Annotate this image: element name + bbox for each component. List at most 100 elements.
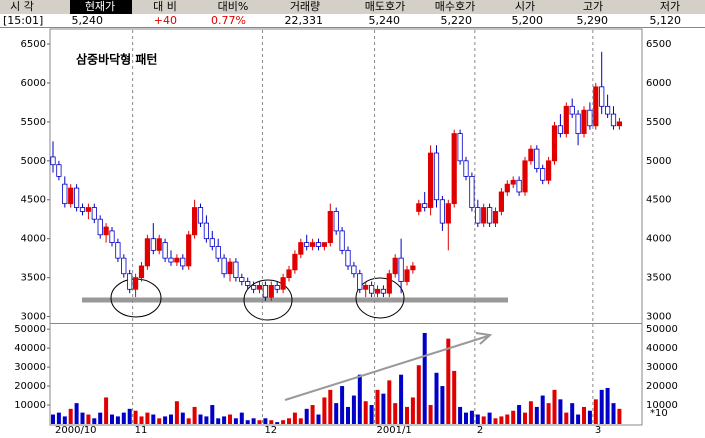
candle-body xyxy=(404,269,410,282)
volume-bar xyxy=(68,408,73,424)
volume-bar xyxy=(399,374,404,424)
y-tick-label-right: 3500 xyxy=(646,273,671,284)
volume-bar xyxy=(121,412,126,424)
y2-tick-label: 50000 xyxy=(14,324,46,335)
candle-body xyxy=(156,238,162,251)
volume-bar xyxy=(611,403,616,424)
volume-bar xyxy=(204,416,209,424)
candle-body xyxy=(327,211,333,243)
candle-body xyxy=(121,257,127,275)
y-tick-label: 4500 xyxy=(21,195,46,206)
volume-bar xyxy=(422,332,427,424)
y-tick-label-right: 6000 xyxy=(646,78,671,89)
candle-body xyxy=(380,288,387,294)
y2-tick-label-right: 20000 xyxy=(646,381,678,392)
y2-tick-label-right: 10000 xyxy=(646,400,678,411)
candle-body xyxy=(168,257,174,263)
y-tick-label-right: 3000 xyxy=(646,312,671,323)
quote-value: 5,200 xyxy=(512,14,544,27)
quote-label: 대 비 xyxy=(153,0,177,13)
volume-bar xyxy=(245,420,250,424)
volume-bar xyxy=(216,418,221,424)
candle-body xyxy=(309,242,316,247)
candle-body xyxy=(56,164,62,177)
candle-body xyxy=(386,273,392,294)
candle-body xyxy=(486,207,493,224)
x-tick-label: 3 xyxy=(595,425,601,434)
volume-bar xyxy=(428,405,433,424)
candle-body xyxy=(546,160,552,181)
volume-bar xyxy=(198,414,203,424)
x-tick-label: 2000/10 xyxy=(55,425,97,434)
volume-bar xyxy=(287,418,291,424)
volume-bar xyxy=(546,403,551,424)
bottom-circle xyxy=(243,279,293,321)
candle-body xyxy=(587,109,593,127)
volume-bar xyxy=(86,414,91,424)
volume-bar xyxy=(222,416,227,424)
candle-body xyxy=(528,148,534,162)
candle-body xyxy=(345,249,351,267)
quote-value: [15:01] xyxy=(3,14,43,27)
volume-bar xyxy=(251,418,256,424)
plot-frame xyxy=(49,28,643,426)
y-tick-label-right: 4500 xyxy=(646,195,671,206)
candle-body xyxy=(162,242,168,259)
candle-body xyxy=(510,179,516,185)
candle-body xyxy=(575,113,581,134)
volume-bar xyxy=(310,405,315,424)
volume-bar xyxy=(469,410,474,424)
candle-body xyxy=(569,105,575,115)
volume-bar xyxy=(381,393,386,424)
candle-body xyxy=(85,207,91,212)
candle-body xyxy=(304,242,310,247)
volume-bar xyxy=(363,401,368,424)
candle-body xyxy=(593,86,599,127)
volume-bar xyxy=(552,389,557,424)
volume-bar xyxy=(340,386,345,424)
candle-body xyxy=(256,285,263,290)
volume-bar xyxy=(558,399,563,424)
quote-value: +40 xyxy=(154,14,177,27)
candle-body xyxy=(150,238,156,251)
volume-bar xyxy=(233,418,238,424)
candle-body xyxy=(186,234,192,267)
quote-label: 매도호가 xyxy=(365,0,405,13)
y-tick-label: 6500 xyxy=(21,39,46,50)
candle-body xyxy=(97,218,103,236)
volume-bar xyxy=(346,406,350,424)
quote-value: 5,290 xyxy=(577,14,609,27)
volume-bar xyxy=(564,412,569,424)
volume-bar xyxy=(416,365,421,424)
volume-bar xyxy=(62,416,67,424)
candle-body xyxy=(321,242,328,247)
volume-bar xyxy=(169,414,173,424)
volume-bar xyxy=(452,370,457,424)
volume-bar xyxy=(357,374,362,424)
volume-bar xyxy=(369,405,374,424)
volume-bar xyxy=(523,412,527,424)
volume-bar xyxy=(328,389,333,424)
volume-bar xyxy=(446,338,451,424)
y2-tick-label-right: 50000 xyxy=(646,324,678,335)
volume-bar xyxy=(269,420,274,424)
volume-bar xyxy=(481,416,486,424)
volume-bar xyxy=(599,389,604,424)
volume-bar xyxy=(410,397,415,424)
y-tick-label: 6000 xyxy=(21,78,46,89)
volume-bar xyxy=(582,406,586,424)
candle-body xyxy=(475,207,481,224)
volume-bar xyxy=(334,403,339,424)
candle-body xyxy=(109,230,115,243)
volume-bar xyxy=(475,414,480,424)
candle-body xyxy=(504,183,510,193)
candle-body xyxy=(138,265,145,279)
quote-label: 대비% xyxy=(218,0,249,13)
y-tick-label-right: 6500 xyxy=(646,39,671,50)
quote-label: 시 각 xyxy=(10,0,34,13)
candle-body xyxy=(262,285,269,298)
candle-body xyxy=(422,203,428,208)
volume-bar xyxy=(493,418,498,424)
candle-body xyxy=(398,257,404,282)
